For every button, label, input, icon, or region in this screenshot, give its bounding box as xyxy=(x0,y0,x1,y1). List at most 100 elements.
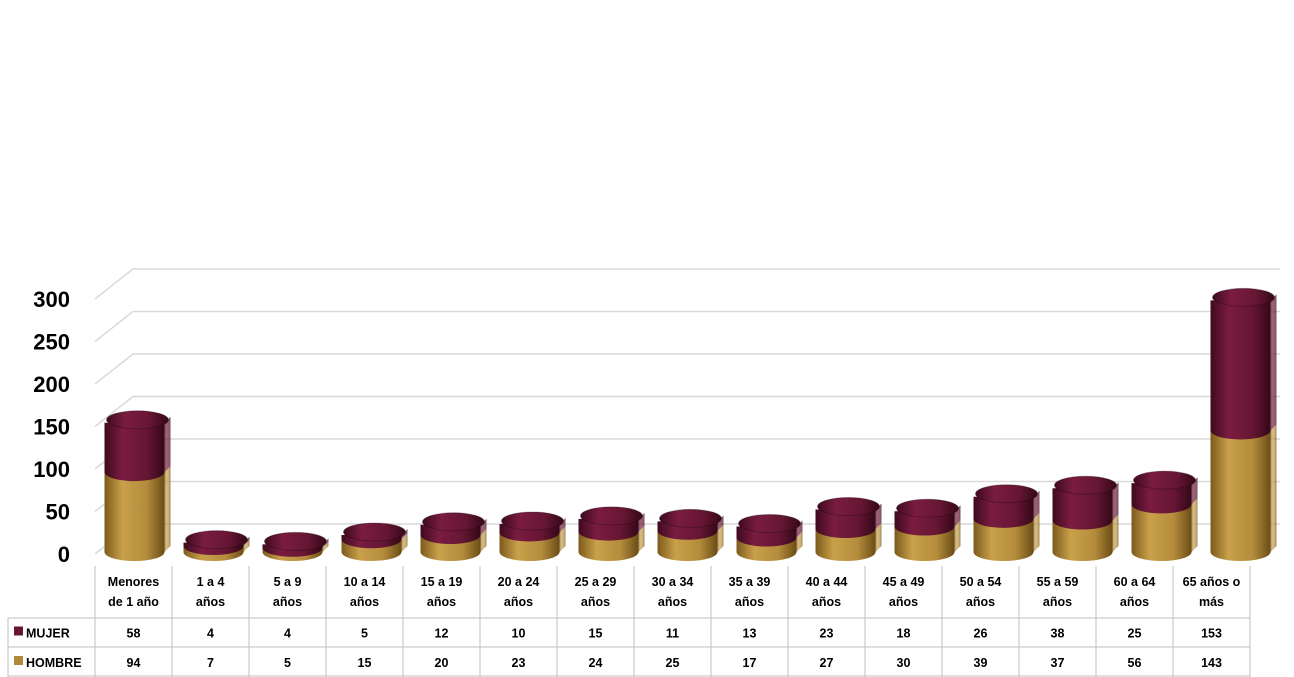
x-tick-label: años xyxy=(273,595,302,609)
bar-hombre xyxy=(1210,424,1277,561)
x-tick-label: 65 años o xyxy=(1183,575,1241,589)
x-tick-label: de 1 año xyxy=(108,595,159,609)
data-cell: 39 xyxy=(974,656,988,670)
bar-hombre xyxy=(894,520,961,561)
data-cell: 20 xyxy=(435,656,449,670)
x-tick-label: años xyxy=(427,595,456,609)
y-axis: 0 50 100 150 200 250 300 xyxy=(33,287,70,567)
y-tick-label: 100 xyxy=(33,457,70,482)
bar-mujer xyxy=(1210,287,1277,440)
bar-hombre xyxy=(815,523,882,561)
data-cell: 23 xyxy=(820,627,834,641)
data-table: Menores de 1 año 1 a 4 años 5 a 9 años 10 a 14… xyxy=(7,566,1251,677)
legend-label: MUJER xyxy=(26,627,70,641)
legend-swatch xyxy=(14,656,23,665)
bar-hombre xyxy=(973,512,1040,561)
data-cell: 27 xyxy=(820,656,834,670)
data-cell: 25 xyxy=(1128,627,1142,641)
gridline xyxy=(94,395,1280,428)
x-tick-label: años xyxy=(581,595,610,609)
data-cell: 26 xyxy=(974,627,988,641)
legend-label: HOMBRE xyxy=(26,656,82,670)
bar-mujer xyxy=(973,484,1040,528)
gridline xyxy=(94,438,1280,470)
bar-mujer xyxy=(1052,475,1119,530)
data-cell: 5 xyxy=(284,656,291,670)
data-cell: 5 xyxy=(361,627,368,641)
data-cell: 10 xyxy=(512,627,526,641)
y-tick-label: 0 xyxy=(58,542,70,567)
gridline xyxy=(94,268,1280,300)
data-cell: 25 xyxy=(666,656,680,670)
bar-mujer xyxy=(341,522,408,549)
bar-mujer xyxy=(499,511,566,542)
data-cell: 18 xyxy=(897,627,911,641)
x-tick-label: años xyxy=(196,595,225,609)
bar-mujer xyxy=(262,531,329,557)
x-tick-label: años xyxy=(812,595,841,609)
x-tick-label: años xyxy=(350,595,379,609)
data-cell: 37 xyxy=(1051,656,1065,670)
bar-hombre xyxy=(1131,498,1198,561)
data-cell: 38 xyxy=(1051,627,1065,641)
x-tick-label: 20 a 24 xyxy=(498,575,540,589)
bar-mujer xyxy=(104,410,171,482)
data-cell: 24 xyxy=(589,656,603,670)
x-tick-label: 1 a 4 xyxy=(197,575,225,589)
x-tick-label: 5 a 9 xyxy=(274,575,302,589)
x-tick-label: 40 a 44 xyxy=(806,575,848,589)
data-cell: 143 xyxy=(1201,656,1222,670)
bar-mujer xyxy=(815,497,882,539)
bar-mujer xyxy=(657,508,724,540)
x-tick-label: años xyxy=(504,595,533,609)
data-cell: 153 xyxy=(1201,627,1222,641)
bar-mujer xyxy=(894,498,961,536)
bar-mujer xyxy=(1131,470,1198,514)
x-tick-label: años xyxy=(889,595,918,609)
x-tick-label: más xyxy=(1199,595,1224,609)
x-tick-label: 35 a 39 xyxy=(729,575,771,589)
bar-mujer xyxy=(736,514,803,547)
x-tick-label: años xyxy=(966,595,995,609)
y-tick-label: 150 xyxy=(33,415,70,440)
data-cell: 4 xyxy=(207,627,214,641)
bar-mujer xyxy=(578,506,645,541)
data-cell: 94 xyxy=(127,656,141,670)
data-cell: 12 xyxy=(435,627,449,641)
x-tick-label: 30 a 34 xyxy=(652,575,694,589)
bar-mujer xyxy=(183,530,250,556)
data-cell: 11 xyxy=(666,627,679,641)
bar-hombre xyxy=(104,466,171,561)
x-tick-label: 45 a 49 xyxy=(883,575,925,589)
data-cell: 30 xyxy=(897,656,911,670)
x-tick-label: años xyxy=(1043,595,1072,609)
legend-swatch xyxy=(14,626,23,636)
data-cell: 13 xyxy=(743,627,757,641)
y-tick-label: 300 xyxy=(33,287,70,312)
x-tick-label: 10 a 14 xyxy=(344,575,386,589)
x-tick-label: años xyxy=(658,595,687,609)
x-tick-label: 15 a 19 xyxy=(421,575,463,589)
gridline xyxy=(94,310,1280,343)
data-cell: 15 xyxy=(358,656,372,670)
data-cell: 17 xyxy=(743,656,757,670)
x-tick-label: 25 a 29 xyxy=(575,575,617,589)
y-tick-label: 200 xyxy=(33,372,70,397)
gridline xyxy=(94,353,1280,385)
data-cell: 58 xyxy=(127,627,141,641)
data-cell: 7 xyxy=(207,656,214,670)
x-tick-label: años xyxy=(735,595,764,609)
y-tick-label: 50 xyxy=(46,500,70,525)
bar-hombre xyxy=(1052,514,1119,561)
x-tick-label: 60 a 64 xyxy=(1114,575,1156,589)
x-tick-label: Menores xyxy=(108,575,159,589)
data-cell: 15 xyxy=(589,627,603,641)
data-cell: 23 xyxy=(512,656,526,670)
x-tick-label: 50 a 54 xyxy=(960,575,1002,589)
y-tick-label: 250 xyxy=(33,330,70,355)
data-cell: 4 xyxy=(284,627,291,641)
bar-mujer xyxy=(420,512,487,544)
bar-layer xyxy=(104,287,1277,561)
data-cell: 56 xyxy=(1128,656,1142,670)
